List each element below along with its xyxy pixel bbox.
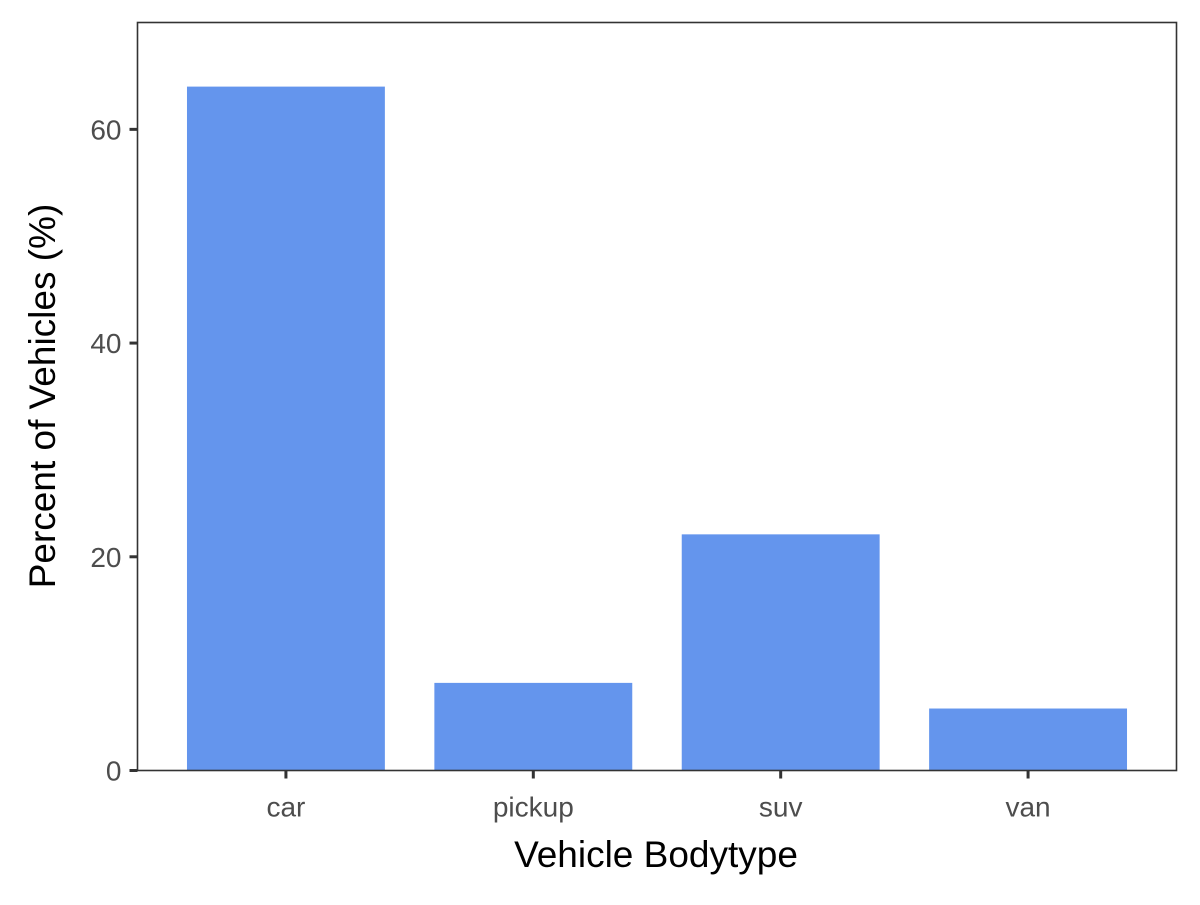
y-tick-label-40: 40 (90, 328, 121, 359)
plot-panel-border (136, 21, 1178, 772)
x-tick-label-pickup: pickup (493, 792, 574, 823)
bar-pickup (434, 682, 633, 771)
y-tick-label-0: 0 (106, 756, 122, 787)
x-tick-label-suv: suv (759, 792, 803, 823)
y-tick-label-20: 20 (90, 542, 121, 573)
x-tick-label-van: van (1005, 792, 1050, 823)
x-axis-title: Vehicle Bodytype (514, 834, 798, 875)
bar-car (186, 86, 385, 771)
bars-layer (186, 86, 1128, 771)
bar-suv (681, 534, 880, 771)
x-tick-label-car: car (266, 792, 305, 823)
y-tick-label-60: 60 (90, 114, 121, 145)
y-axis: 0 20 40 60 (90, 114, 138, 787)
y-axis-title: Percent of Vehicles (%) (22, 204, 63, 589)
x-axis: car pickup suv van (266, 770, 1051, 823)
bar-van (929, 708, 1128, 771)
